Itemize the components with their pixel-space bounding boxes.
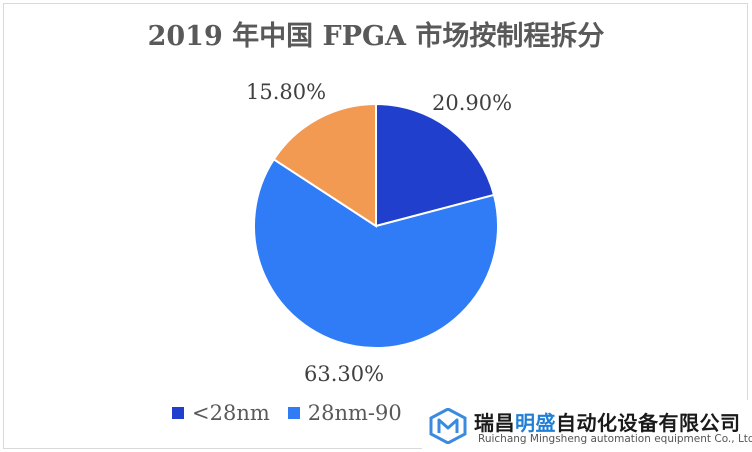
- legend-item-lt28nm: <28nm: [172, 401, 270, 425]
- company-name-part2: 自动化设备有限公司: [556, 411, 741, 435]
- company-name-part1: 瑞昌: [474, 411, 515, 435]
- legend-item-28nm-90nm: 28nm-90: [287, 401, 402, 425]
- company-subtitle: Ruichang Mingsheng automation equipment …: [478, 433, 752, 445]
- legend-label: 28nm-90: [307, 401, 402, 425]
- data-label-28nm-90nm: 63.30%: [304, 362, 385, 386]
- company-name-accent: 明盛: [515, 411, 556, 435]
- legend-swatch: [287, 407, 300, 419]
- company-logo-icon: [429, 408, 467, 444]
- legend-swatch: [172, 407, 184, 419]
- legend: <28nm 28nm-90: [172, 400, 410, 426]
- chart-title: 2019 年中国 FPGA 市场按制程拆分: [147, 21, 605, 52]
- company-name: 瑞昌明盛自动化设备有限公司: [474, 407, 741, 436]
- data-label-gt90nm: 15.80%: [246, 80, 327, 104]
- legend-label: <28nm: [192, 401, 270, 425]
- pie-slice-0: [375, 102, 496, 228]
- company-watermark: 瑞昌明盛自动化设备有限公司 Ruichang Mingsheng automat…: [422, 400, 752, 452]
- pie-slice-2: [272, 102, 377, 228]
- chart-frame: [3, 3, 748, 449]
- pie-slice-1: [253, 157, 499, 349]
- data-label-lt28nm: 20.90%: [432, 91, 513, 115]
